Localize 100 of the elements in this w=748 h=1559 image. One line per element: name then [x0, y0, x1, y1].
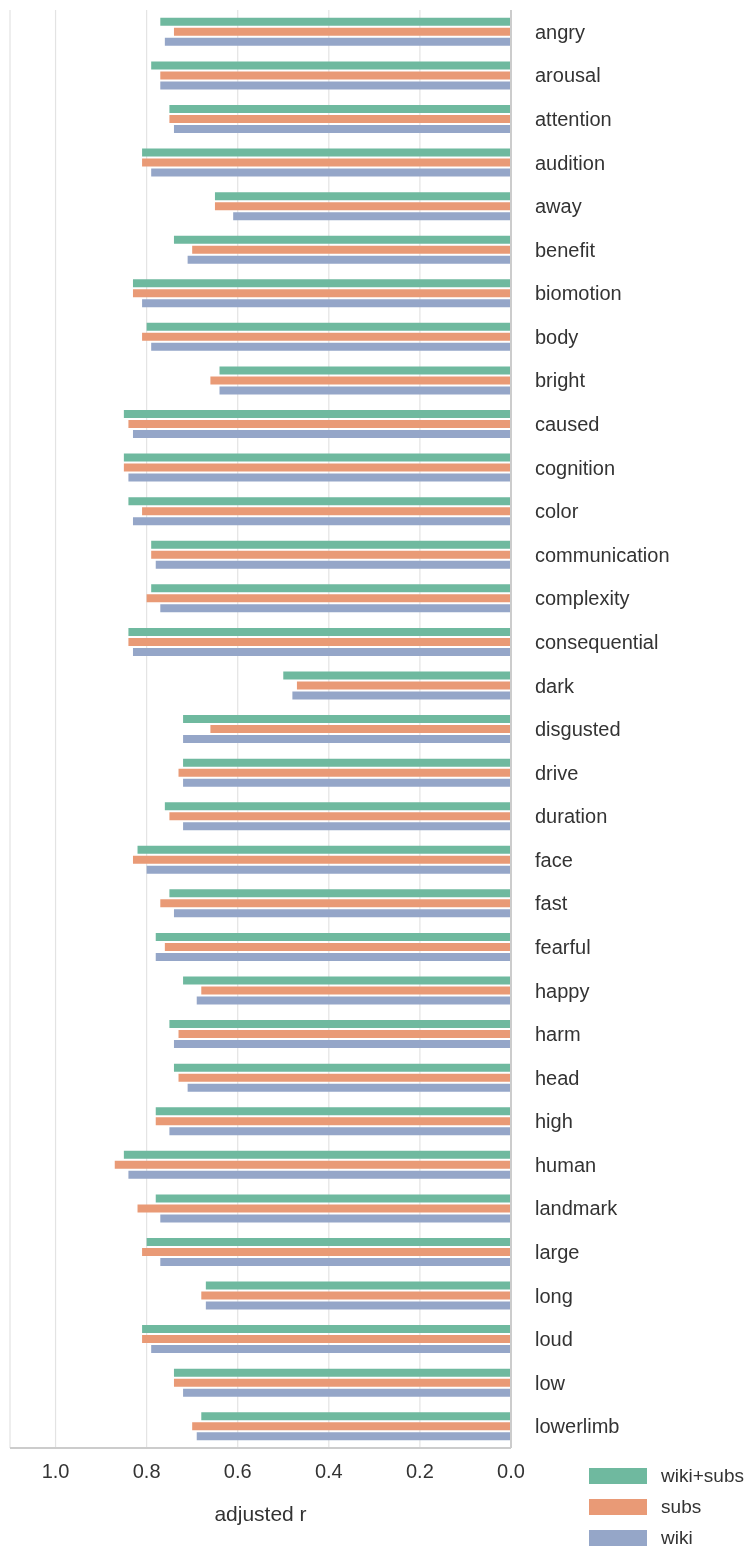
bar [192, 1422, 511, 1431]
bar [173, 1040, 511, 1049]
bar [169, 115, 511, 123]
y-tick-label: fast [535, 892, 568, 915]
y-tick-label: cognition [535, 456, 616, 479]
bar [164, 37, 511, 46]
bar [160, 1214, 511, 1223]
y-tick-label: lowerlimb [535, 1415, 620, 1438]
bar [210, 376, 511, 385]
y-tick-label: color [535, 500, 579, 523]
bar [201, 1412, 511, 1421]
bar [233, 212, 511, 221]
bar [183, 758, 511, 767]
bar [183, 822, 511, 831]
bar [183, 735, 511, 744]
bar [219, 386, 511, 395]
bar [169, 1020, 511, 1029]
x-tick-label: 0.4 [314, 1460, 343, 1483]
y-tick-label: human [535, 1153, 597, 1176]
bar [151, 540, 511, 549]
bar [128, 497, 511, 506]
y-tick-label: harm [535, 1023, 581, 1046]
bar [123, 410, 511, 419]
bar [183, 976, 511, 985]
bar [123, 463, 511, 472]
bar [160, 71, 511, 80]
bar [146, 865, 511, 874]
bar [173, 1368, 511, 1377]
bar [160, 604, 511, 613]
bar [201, 986, 511, 995]
bar [169, 105, 511, 113]
bar [187, 255, 511, 264]
bar [114, 1160, 511, 1169]
y-tick-label: duration [535, 805, 608, 828]
bar [173, 909, 511, 918]
bar [151, 342, 511, 351]
bar [146, 1237, 511, 1246]
bar [173, 1063, 511, 1072]
bar [146, 322, 511, 331]
bar [173, 27, 511, 36]
y-tick-label: audition [535, 151, 606, 174]
y-tick-label: biomotion [535, 282, 622, 305]
y-tick-label: face [535, 848, 573, 871]
bar [151, 61, 511, 70]
bar [196, 996, 511, 1005]
legend-label: wiki+subs [661, 1464, 744, 1487]
bar [123, 453, 511, 462]
bar [187, 1083, 511, 1092]
bar [142, 332, 511, 341]
y-tick-label: fearful [535, 935, 591, 958]
bar [128, 627, 511, 636]
bar [183, 1388, 511, 1397]
y-tick-label: communication [535, 543, 670, 566]
y-tick-label: loud [535, 1328, 573, 1351]
bar [160, 81, 511, 90]
x-tick-label: 0.6 [223, 1460, 252, 1483]
y-tick-label: caused [535, 413, 600, 436]
bar [132, 430, 511, 439]
bar [142, 507, 511, 516]
y-tick-label: dark [535, 674, 575, 697]
bar [169, 812, 511, 821]
bar [123, 1150, 511, 1159]
y-tick-label: complexity [535, 587, 630, 610]
bar [173, 125, 511, 133]
bar [283, 671, 511, 680]
bar [142, 299, 511, 308]
bar [214, 192, 511, 201]
x-tick-label: 0.0 [497, 1460, 525, 1483]
bar [137, 845, 511, 854]
bar [142, 1335, 511, 1344]
y-tick-label: happy [535, 979, 590, 1002]
bar [178, 1030, 511, 1039]
bar [132, 517, 511, 526]
bar [183, 778, 511, 787]
y-tick-label: bright [535, 369, 586, 392]
y-tick-label: low [535, 1371, 566, 1394]
y-tick-label: body [535, 325, 579, 348]
bar [137, 1204, 511, 1213]
x-tick-label: 0.8 [132, 1460, 161, 1483]
bar [128, 473, 511, 482]
bar [155, 1117, 511, 1126]
bar [160, 17, 511, 26]
bar [132, 279, 511, 288]
bar [155, 932, 511, 941]
bar [142, 148, 511, 157]
bar [155, 1194, 511, 1203]
bar [160, 899, 511, 908]
bar [160, 1257, 511, 1266]
bar [210, 725, 511, 734]
bar [155, 560, 511, 569]
bar [128, 1170, 511, 1179]
bar [201, 1291, 511, 1300]
bar [142, 158, 511, 167]
bar [183, 715, 511, 724]
bar [196, 1432, 511, 1441]
y-tick-label: long [535, 1284, 573, 1307]
y-tick-label: arousal [535, 64, 601, 87]
y-tick-label: away [535, 195, 582, 218]
bar [169, 889, 511, 898]
bar [178, 1073, 511, 1082]
